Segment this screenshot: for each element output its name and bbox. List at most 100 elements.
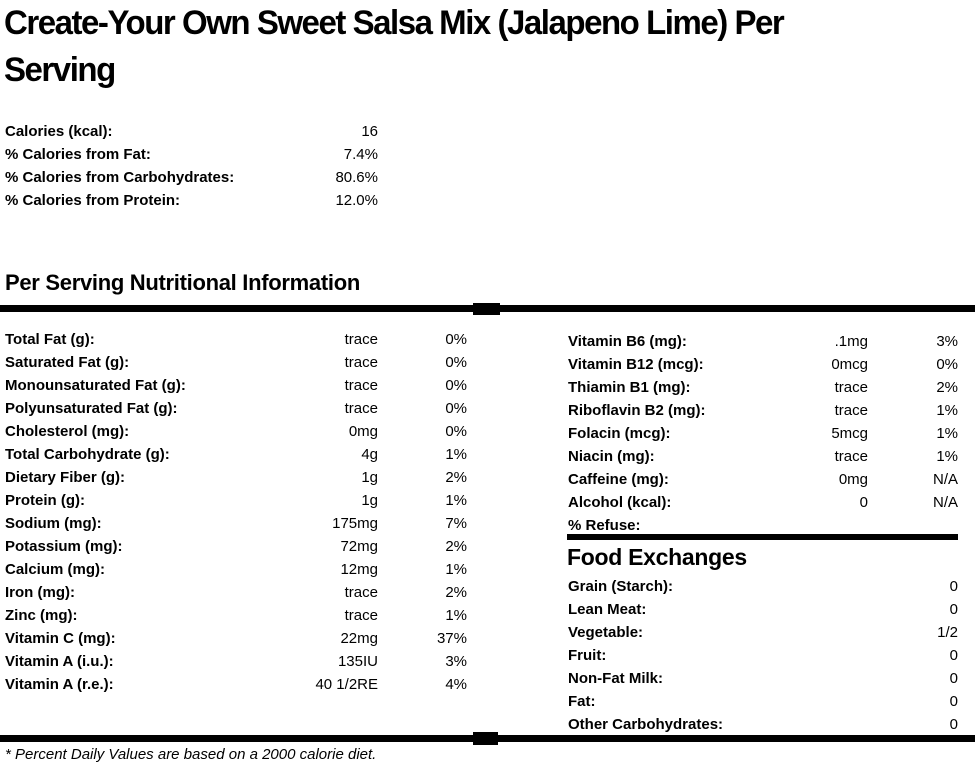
nutrient-amount: trace — [834, 402, 868, 419]
nutrient-amount: trace — [344, 377, 378, 394]
nutrient-label: Dietary Fiber (g): — [5, 469, 126, 486]
nutrient-daily-value: 0% — [445, 423, 467, 440]
calories-summary-value: 7.4% — [343, 146, 378, 163]
food-exchange-value: 0 — [949, 716, 958, 733]
nutrient-row: % Refuse: — [568, 514, 958, 537]
food-exchange-row: Other Carbohydrates: 0 — [568, 713, 958, 736]
nutrient-amount: trace — [834, 448, 868, 465]
nutrient-daily-value: 2% — [445, 469, 467, 486]
food-exchange-row: Fruit: 0 — [568, 644, 958, 667]
food-exchange-row: Vegetable: 1/2 — [568, 621, 958, 644]
nutrient-label: Alcohol (kcal): — [568, 494, 672, 511]
nutrient-row: Folacin (mcg): 5mcg 1% — [568, 422, 958, 445]
nutrient-daily-value: 2% — [936, 379, 958, 396]
nutrient-amount: 1g — [361, 469, 378, 486]
food-exchanges-heading: Food Exchanges — [567, 544, 747, 570]
nutrient-table-left-column: Total Fat (g): trace 0% Saturated Fat (g… — [5, 328, 467, 696]
nutrient-label: Protein (g): — [5, 492, 85, 509]
calories-summary: Calories (kcal): 16 % Calories from Fat:… — [5, 120, 378, 212]
food-exchanges-divider-rule — [567, 534, 958, 540]
food-exchange-row: Lean Meat: 0 — [568, 598, 958, 621]
nutrient-daily-value: 1% — [936, 448, 958, 465]
nutrient-row: Alcohol (kcal): 0 N/A — [568, 491, 958, 514]
nutrient-row: Vitamin B12 (mcg): 0mcg 0% — [568, 353, 958, 376]
food-exchange-value: 0 — [949, 601, 958, 618]
nutrient-daily-value: 0% — [936, 356, 958, 373]
nutrient-daily-value: 1% — [936, 402, 958, 419]
nutrient-daily-value: N/A — [932, 471, 958, 488]
food-exchange-value: 1/2 — [937, 624, 958, 641]
nutrient-row: Polyunsaturated Fat (g): trace 0% — [5, 397, 467, 420]
calories-summary-label: Calories (kcal): — [5, 123, 113, 140]
calories-summary-value: 16 — [361, 123, 378, 140]
nutrient-label: Vitamin C (mg): — [5, 630, 116, 647]
calories-summary-label: % Calories from Protein: — [5, 192, 181, 209]
nutrient-label: Calcium (mg): — [5, 561, 106, 578]
nutrient-daily-value: 3% — [445, 653, 467, 670]
nutrient-amount: trace — [834, 379, 868, 396]
nutrient-label: Folacin (mcg): — [568, 425, 671, 442]
nutrient-row: Vitamin A (i.u.): 135IU 3% — [5, 650, 467, 673]
nutrient-row: Vitamin A (r.e.): 40 1/2RE 4% — [5, 673, 467, 696]
nutrient-label: Cholesterol (mg): — [5, 423, 130, 440]
food-exchange-label: Vegetable: — [568, 624, 644, 641]
nutrient-amount: trace — [344, 331, 378, 348]
nutrient-daily-value: 1% — [936, 425, 958, 442]
divider-joint-mark — [473, 732, 498, 745]
nutrient-label: Iron (mg): — [5, 584, 75, 601]
bottom-divider-rule — [0, 732, 975, 745]
nutrient-row: Riboflavin B2 (mg): trace 1% — [568, 399, 958, 422]
nutrient-daily-value: 1% — [445, 492, 467, 509]
nutrient-label: Riboflavin B2 (mg): — [568, 402, 706, 419]
nutrient-label: Total Carbohydrate (g): — [5, 446, 170, 463]
top-divider-rule — [0, 303, 975, 315]
divider-joint-mark — [473, 303, 500, 315]
nutrient-row: Sodium (mg): 175mg 7% — [5, 512, 467, 535]
nutrient-amount: 1g — [361, 492, 378, 509]
nutrient-amount: 0mcg — [831, 356, 868, 373]
nutrient-row: Monounsaturated Fat (g): trace 0% — [5, 374, 467, 397]
nutrient-row: Zinc (mg): trace 1% — [5, 604, 467, 627]
nutrient-label: Monounsaturated Fat (g): — [5, 377, 186, 394]
nutrient-row: Niacin (mg): trace 1% — [568, 445, 958, 468]
food-exchange-value: 0 — [949, 693, 958, 710]
food-exchange-row: Grain (Starch): 0 — [568, 575, 958, 598]
nutrient-label: Vitamin B6 (mg): — [568, 333, 687, 350]
nutrient-amount: 12mg — [340, 561, 378, 578]
food-exchange-label: Fruit: — [568, 647, 607, 664]
nutrient-amount: 175mg — [332, 515, 378, 532]
food-exchange-value: 0 — [949, 670, 958, 687]
nutrient-row: Potassium (mg): 72mg 2% — [5, 535, 467, 558]
nutrient-daily-value: 1% — [445, 446, 467, 463]
food-exchanges-list: Grain (Starch): 0 Lean Meat: 0 Vegetable… — [568, 575, 958, 736]
nutrient-label: Vitamin A (r.e.): — [5, 676, 114, 693]
nutrient-label: Saturated Fat (g): — [5, 354, 130, 371]
nutrition-section-heading: Per Serving Nutritional Information — [5, 270, 360, 295]
nutrient-daily-value: 0% — [445, 354, 467, 371]
nutrient-label: Niacin (mg): — [568, 448, 655, 465]
nutrient-amount: 0 — [859, 494, 868, 511]
nutrient-label: Potassium (mg): — [5, 538, 123, 555]
nutrient-row: Calcium (mg): 12mg 1% — [5, 558, 467, 581]
nutrient-label: % Refuse: — [568, 517, 641, 534]
food-exchange-row: Fat: 0 — [568, 690, 958, 713]
food-exchange-label: Non-Fat Milk: — [568, 670, 663, 687]
nutrient-amount: 0mg — [348, 423, 378, 440]
nutrient-row: Saturated Fat (g): trace 0% — [5, 351, 467, 374]
nutrient-row: Caffeine (mg): 0mg N/A — [568, 468, 958, 491]
nutrient-row: Total Fat (g): trace 0% — [5, 328, 467, 351]
nutrient-daily-value: 1% — [445, 607, 467, 624]
nutrient-row: Thiamin B1 (mg): trace 2% — [568, 376, 958, 399]
nutrient-amount: 40 1/2RE — [315, 676, 378, 693]
nutrient-row: Cholesterol (mg): 0mg 0% — [5, 420, 467, 443]
nutrient-row: Vitamin C (mg): 22mg 37% — [5, 627, 467, 650]
daily-values-footnote: * Percent Daily Values are based on a 20… — [5, 746, 377, 763]
calories-summary-row: Calories (kcal): 16 — [5, 120, 378, 143]
nutrient-amount: trace — [344, 607, 378, 624]
nutrient-amount: trace — [344, 354, 378, 371]
nutrient-label: Total Fat (g): — [5, 331, 95, 348]
nutrient-daily-value: 0% — [445, 331, 467, 348]
nutrient-amount: 135IU — [337, 653, 378, 670]
calories-summary-label: % Calories from Fat: — [5, 146, 151, 163]
